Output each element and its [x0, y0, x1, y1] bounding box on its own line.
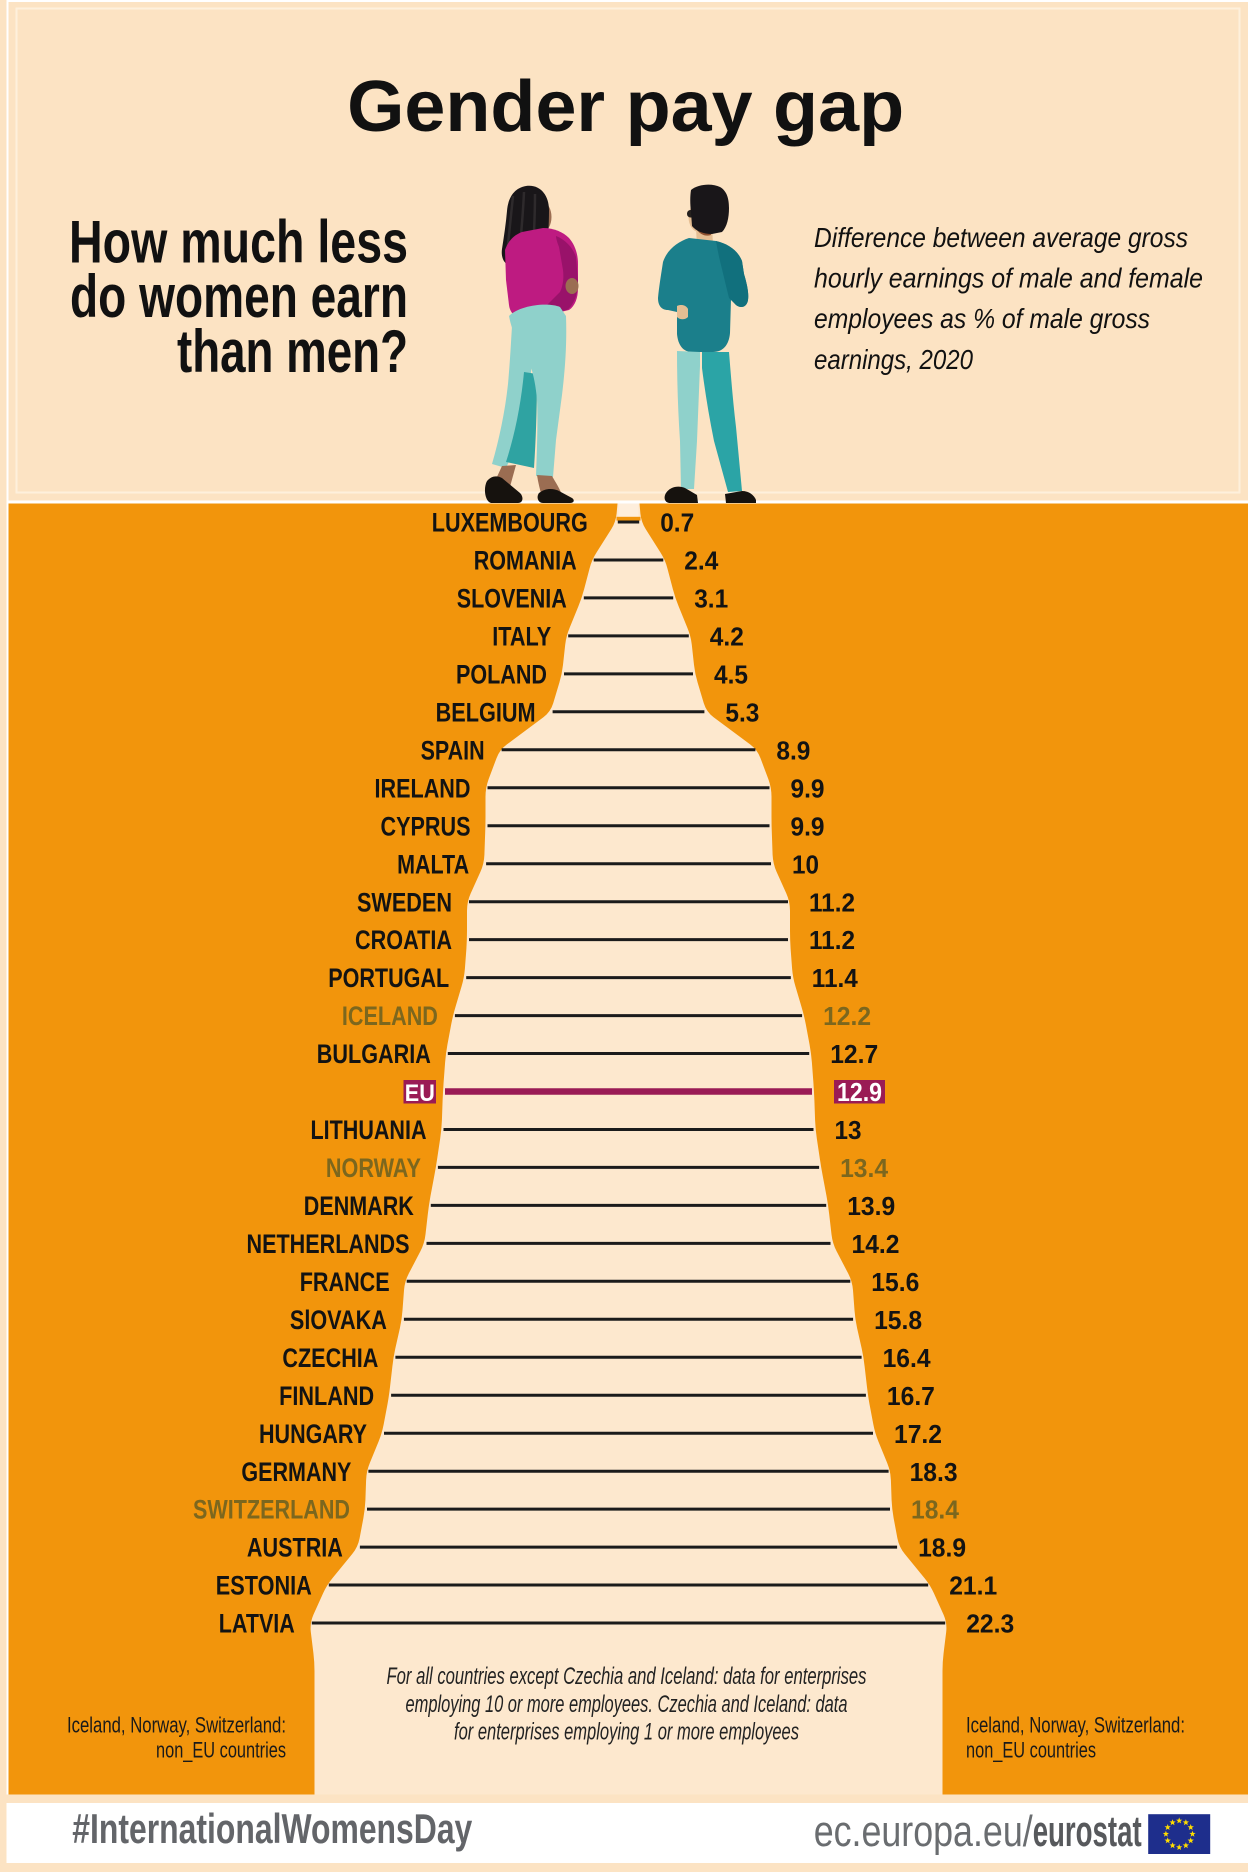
svg-text:employing 10 or more employees: employing 10 or more employees. Czechia …	[406, 1691, 848, 1718]
svg-text:AUSTRIA: AUSTRIA	[247, 1533, 343, 1563]
svg-text:Iceland, Norway, Switzerland:: Iceland, Norway, Switzerland:	[966, 1713, 1185, 1738]
svg-text:than men?: than men?	[177, 318, 408, 385]
svg-text:12.2: 12.2	[823, 1001, 871, 1031]
svg-text:4.5: 4.5	[714, 660, 748, 690]
svg-text:SWEDEN: SWEDEN	[357, 887, 452, 917]
svg-text:How much less: How much less	[69, 209, 408, 276]
svg-text:13.9: 13.9	[847, 1191, 895, 1221]
svg-text:Iceland, Norway, Switzerland:: Iceland, Norway, Switzerland:	[67, 1713, 286, 1738]
svg-text:3.1: 3.1	[694, 584, 728, 614]
svg-text:eurostat: eurostat	[1033, 1807, 1142, 1856]
svg-text:SPAIN: SPAIN	[421, 735, 485, 765]
svg-text:CZECHIA: CZECHIA	[282, 1343, 378, 1373]
svg-text:EU: EU	[405, 1080, 435, 1107]
svg-text:employees as % of male gross: employees as % of male gross	[814, 303, 1150, 334]
svg-text:22.3: 22.3	[966, 1609, 1014, 1639]
svg-text:12.9: 12.9	[837, 1077, 882, 1107]
svg-text:SlOVAKA: SlOVAKA	[290, 1305, 387, 1335]
svg-text:IRELAND: IRELAND	[375, 773, 471, 803]
svg-text:9.9: 9.9	[791, 811, 825, 841]
svg-text:BELGIUM: BELGIUM	[436, 697, 536, 727]
svg-text:PORTUGAL: PORTUGAL	[328, 963, 449, 993]
svg-text:9.9: 9.9	[791, 773, 825, 803]
svg-text:earnings, 2020: earnings, 2020	[814, 344, 973, 375]
svg-text:16.4: 16.4	[883, 1343, 932, 1373]
svg-text:MALTA: MALTA	[397, 849, 469, 879]
svg-text:18.3: 18.3	[910, 1457, 958, 1487]
svg-text:NORWAY: NORWAY	[326, 1153, 421, 1183]
svg-text:11.4: 11.4	[812, 963, 859, 993]
svg-text:For all countries except Czech: For all countries except Czechia and Ice…	[387, 1663, 867, 1690]
svg-text:ec.europa.eu/: ec.europa.eu/	[814, 1807, 1034, 1856]
svg-text:DENMARK: DENMARK	[304, 1191, 414, 1221]
svg-text:LITHUANIA: LITHUANIA	[311, 1115, 427, 1145]
svg-text:ICELAND: ICELAND	[342, 1001, 438, 1031]
svg-text:ROMANIA: ROMANIA	[474, 546, 577, 576]
svg-text:do women earn: do women earn	[70, 263, 408, 330]
svg-text:SLOVENIA: SLOVENIA	[457, 584, 567, 614]
svg-text:Difference between average gro: Difference between average gross	[814, 222, 1188, 253]
svg-text:HUNGARY: HUNGARY	[259, 1419, 367, 1449]
svg-text:11.2: 11.2	[809, 925, 855, 955]
svg-text:#InternationalWomensDay: #InternationalWomensDay	[72, 1805, 472, 1852]
svg-text:4.2: 4.2	[710, 622, 744, 652]
svg-text:10: 10	[792, 849, 819, 879]
svg-text:non_EU countries: non_EU countries	[156, 1737, 286, 1762]
svg-text:13: 13	[835, 1115, 862, 1145]
svg-text:17.2: 17.2	[894, 1419, 942, 1449]
svg-text:NETHERLANDS: NETHERLANDS	[247, 1229, 410, 1259]
svg-text:non_EU countries: non_EU countries	[966, 1737, 1096, 1762]
svg-text:BULGARIA: BULGARIA	[317, 1039, 431, 1069]
svg-text:CROATIA: CROATIA	[355, 925, 452, 955]
svg-text:ITALY: ITALY	[492, 622, 551, 652]
svg-text:11.2: 11.2	[809, 887, 855, 917]
svg-text:18.9: 18.9	[918, 1533, 966, 1563]
svg-text:FINLAND: FINLAND	[279, 1381, 374, 1411]
svg-text:GERMANY: GERMANY	[241, 1457, 351, 1487]
svg-text:LATVIA: LATVIA	[219, 1609, 295, 1639]
svg-text:POLAND: POLAND	[456, 660, 547, 690]
svg-text:12.7: 12.7	[830, 1039, 878, 1069]
svg-text:2.4: 2.4	[684, 546, 718, 576]
svg-text:13.4: 13.4	[840, 1153, 889, 1183]
svg-text:0.7: 0.7	[660, 508, 694, 538]
svg-text:FRANCE: FRANCE	[300, 1267, 390, 1297]
svg-text:8.9: 8.9	[776, 735, 810, 765]
svg-text:16.7: 16.7	[887, 1381, 935, 1411]
svg-text:5.3: 5.3	[725, 697, 759, 727]
svg-text:Gender pay gap: Gender pay gap	[347, 67, 904, 147]
svg-text:CYPRUS: CYPRUS	[381, 811, 471, 841]
svg-text:SWITZERLAND: SWITZERLAND	[193, 1495, 350, 1525]
svg-text:15.6: 15.6	[871, 1267, 919, 1297]
svg-text:LUXEMBOURG: LUXEMBOURG	[432, 508, 588, 538]
svg-text:for enterprises employing 1 or: for enterprises employing 1 or more empl…	[454, 1719, 799, 1746]
svg-text:ESTONIA: ESTONIA	[216, 1571, 312, 1601]
svg-text:15.8: 15.8	[874, 1305, 922, 1335]
svg-text:14.2: 14.2	[852, 1229, 900, 1259]
svg-text:18.4: 18.4	[911, 1495, 960, 1525]
svg-text:21.1: 21.1	[949, 1571, 997, 1601]
svg-text:hourly earnings of male and fe: hourly earnings of male and female	[814, 263, 1203, 294]
